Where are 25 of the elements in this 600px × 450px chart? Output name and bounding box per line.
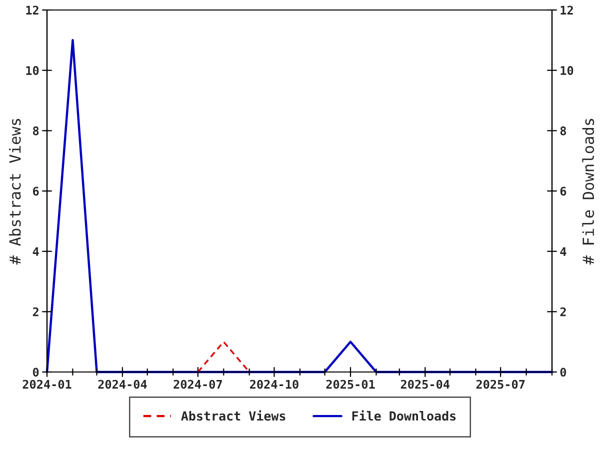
- x-tick-label: 2024-07: [174, 380, 222, 389]
- legend-label: Abstract Views: [181, 410, 286, 421]
- x-tick-label: 2025-04: [400, 380, 450, 389]
- x-tick-label: 2025-07: [476, 380, 525, 389]
- y-tick-label: 10: [26, 66, 39, 75]
- x-tick-label: 2024-10: [250, 380, 298, 389]
- y-tick-label: 0: [32, 368, 39, 377]
- x-tick-label: 2024-04: [98, 380, 147, 389]
- y2-axis-title: # File Downloads: [582, 118, 594, 265]
- y2-tick-label: 0: [560, 368, 566, 377]
- y-tick-label: 8: [32, 126, 39, 136]
- y2-tick-label: 6: [560, 186, 566, 196]
- y2-tick-label: 8: [560, 126, 566, 136]
- y2-tick-label: 12: [560, 6, 573, 14]
- y-axis-title: # Abstract Views: [8, 118, 21, 265]
- y-tick-label: 2: [32, 307, 38, 316]
- legend-label: File Downloads: [352, 410, 456, 421]
- y2-tick-label: 4: [560, 247, 566, 256]
- y-tick-label: 6: [33, 186, 39, 196]
- y-tick-label: 12: [26, 6, 38, 14]
- x-tick-label: 2025-01: [326, 380, 375, 389]
- x-tick-label: 2024-01: [22, 380, 72, 389]
- y2-tick-label: 2: [560, 307, 566, 316]
- y-tick-label: 4: [32, 247, 39, 256]
- y2-tick-label: 10: [560, 66, 574, 75]
